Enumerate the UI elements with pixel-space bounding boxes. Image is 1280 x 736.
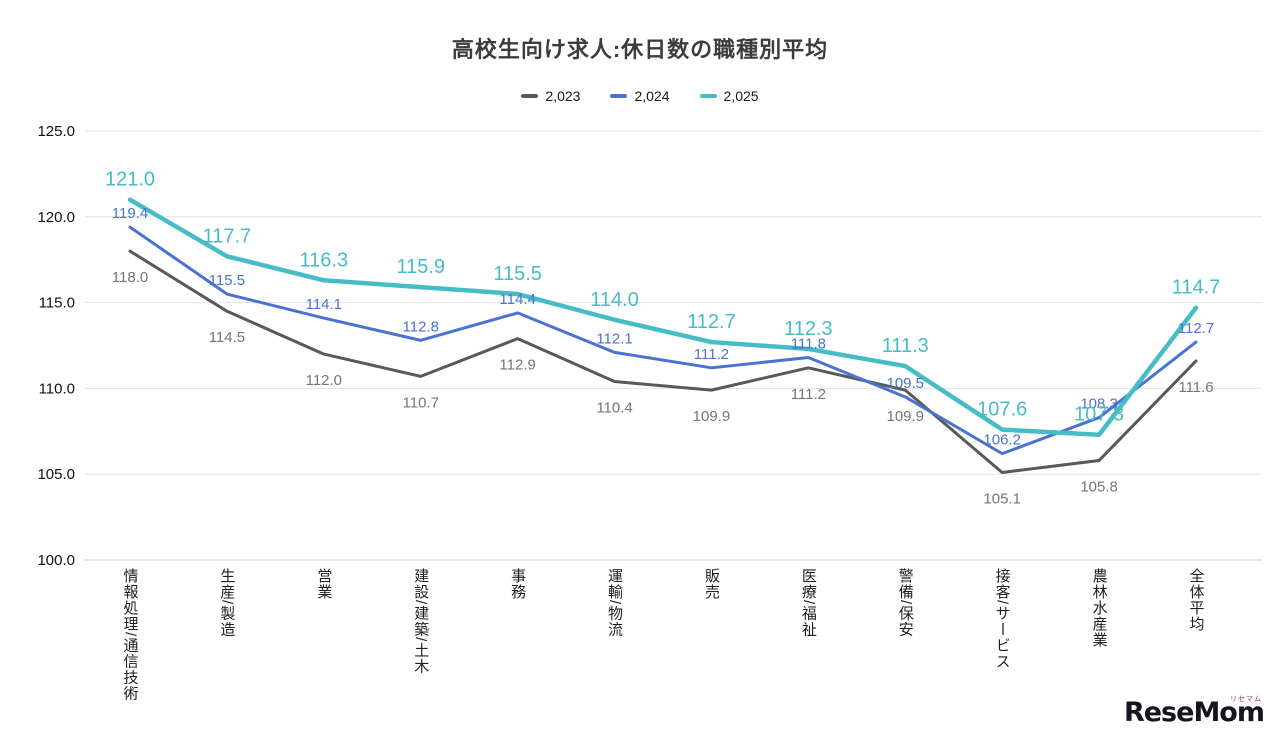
data-label: 115.5 bbox=[493, 263, 542, 285]
data-label: 114.0 bbox=[590, 289, 639, 311]
data-label: 112.7 bbox=[687, 311, 736, 333]
data-label: 108.3 bbox=[1080, 396, 1118, 413]
data-label: 112.7 bbox=[1178, 320, 1214, 337]
data-label: 106.2 bbox=[983, 432, 1021, 449]
data-label: 109.9 bbox=[886, 408, 924, 425]
legend-item: 2,025 bbox=[699, 88, 759, 104]
legend-label: 2,024 bbox=[634, 88, 670, 104]
y-tick-label: 125.0 bbox=[37, 123, 75, 140]
y-tick-label: 105.0 bbox=[37, 466, 75, 483]
data-label: 112.8 bbox=[403, 318, 439, 335]
resemom-logo: リセマム ReseMom bbox=[1123, 696, 1265, 728]
data-label: 110.4 bbox=[596, 400, 632, 417]
logo-text: ReseMom bbox=[1123, 697, 1265, 728]
logo-ruby-text: リセマム bbox=[1230, 696, 1262, 703]
legend: 2,023 2,024 2,025 bbox=[0, 88, 1280, 104]
series-line-2,024 bbox=[128, 225, 1198, 456]
data-label: 111.2 bbox=[694, 346, 729, 363]
y-tick-label: 110.0 bbox=[39, 380, 75, 397]
data-label: 109.9 bbox=[693, 408, 731, 425]
data-label: 107.6 bbox=[977, 399, 1027, 421]
legend-swatch bbox=[521, 94, 539, 98]
data-label: 114.5 bbox=[209, 329, 245, 346]
series-line-2,023 bbox=[128, 249, 1198, 474]
data-label: 115.5 bbox=[209, 272, 245, 289]
data-label: 116.3 bbox=[300, 249, 349, 271]
data-label: 114.7 bbox=[1172, 277, 1221, 299]
series-line-2,025 bbox=[127, 197, 1199, 437]
data-label: 115.9 bbox=[396, 256, 445, 278]
y-tick-label: 100.0 bbox=[37, 552, 75, 569]
data-label: 114.1 bbox=[306, 296, 342, 313]
data-label: 112.1 bbox=[596, 330, 632, 347]
data-label: 112.0 bbox=[306, 372, 342, 389]
legend-label: 2,025 bbox=[723, 88, 759, 104]
data-label: 121.0 bbox=[105, 169, 155, 191]
legend-item: 2,024 bbox=[610, 88, 670, 104]
data-label: 111.6 bbox=[1178, 379, 1213, 396]
data-label: 111.8 bbox=[791, 336, 826, 353]
data-label: 105.8 bbox=[1080, 478, 1118, 495]
legend-swatch bbox=[610, 94, 628, 98]
legend-item: 2,023 bbox=[521, 88, 580, 104]
y-tick-label: 115.0 bbox=[39, 295, 75, 312]
y-tick-label: 120.0 bbox=[37, 209, 75, 226]
data-label: 111.2 bbox=[791, 386, 826, 403]
data-label: 117.7 bbox=[203, 225, 252, 247]
data-label: 112.9 bbox=[499, 357, 535, 374]
data-label: 112.3 bbox=[784, 318, 833, 340]
legend-label: 2,023 bbox=[545, 88, 581, 104]
data-label: 109.5 bbox=[886, 375, 924, 392]
chart-title: 高校生向け求人:休日数の職種別平均 bbox=[451, 37, 829, 62]
data-label: 119.4 bbox=[112, 205, 148, 222]
data-label: 110.7 bbox=[403, 394, 439, 411]
data-label: 107.3 bbox=[1074, 404, 1124, 426]
data-label: 118.0 bbox=[112, 269, 148, 286]
legend-swatch bbox=[699, 94, 717, 98]
data-label: 114.4 bbox=[499, 291, 535, 308]
data-label: 105.1 bbox=[983, 490, 1021, 507]
data-label: 111.3 bbox=[882, 335, 929, 357]
